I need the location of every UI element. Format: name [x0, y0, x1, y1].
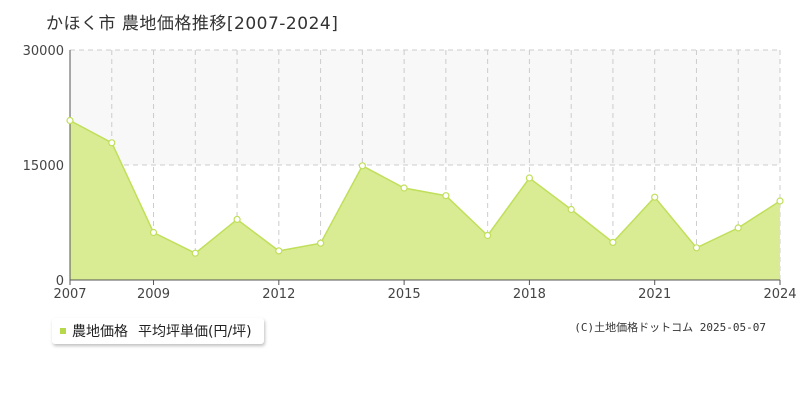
data-point — [734, 224, 742, 232]
x-tick-label: 2009 — [137, 287, 170, 302]
data-point — [525, 174, 534, 182]
data-point — [358, 162, 366, 170]
y-tick-label: 30000 — [23, 44, 64, 59]
data-point — [149, 228, 158, 237]
data-point — [400, 184, 408, 192]
data-point — [442, 192, 450, 200]
x-tick-label: 2015 — [388, 287, 421, 302]
data-point — [191, 249, 199, 257]
x-tick-label: 2007 — [53, 287, 86, 302]
data-point — [567, 205, 575, 214]
data-point — [66, 116, 74, 125]
series-line — [69, 119, 781, 255]
x-tick-label: 2024 — [763, 287, 796, 302]
data-point — [317, 239, 325, 247]
legend-unit-label: 平均坪単価(円/坪) — [138, 324, 252, 340]
data-point — [692, 244, 701, 252]
series-area — [70, 120, 780, 280]
data-point — [233, 215, 241, 223]
x-tick-label: 2021 — [638, 287, 671, 302]
data-point — [609, 238, 617, 246]
x-tick-label: 2018 — [513, 287, 546, 302]
data-point — [275, 247, 283, 255]
legend-series-label: 農地価格 — [72, 324, 128, 340]
x-tick-label: 2012 — [262, 287, 295, 302]
legend: 農地価格 平均坪単価(円/坪) — [52, 318, 264, 344]
data-point — [651, 193, 659, 201]
plot-band-upper — [70, 50, 780, 165]
legend-swatch — [60, 328, 66, 334]
copyright-notice: (C)土地価格ドットコム 2025-05-07 — [574, 321, 766, 334]
chart-title: かほく市 農地価格推移[2007-2024] — [46, 14, 339, 34]
data-point — [108, 139, 116, 147]
y-tick-label: 0 — [56, 274, 64, 289]
data-point — [484, 231, 492, 240]
y-tick-label: 15000 — [23, 159, 64, 174]
data-point — [776, 197, 784, 205]
